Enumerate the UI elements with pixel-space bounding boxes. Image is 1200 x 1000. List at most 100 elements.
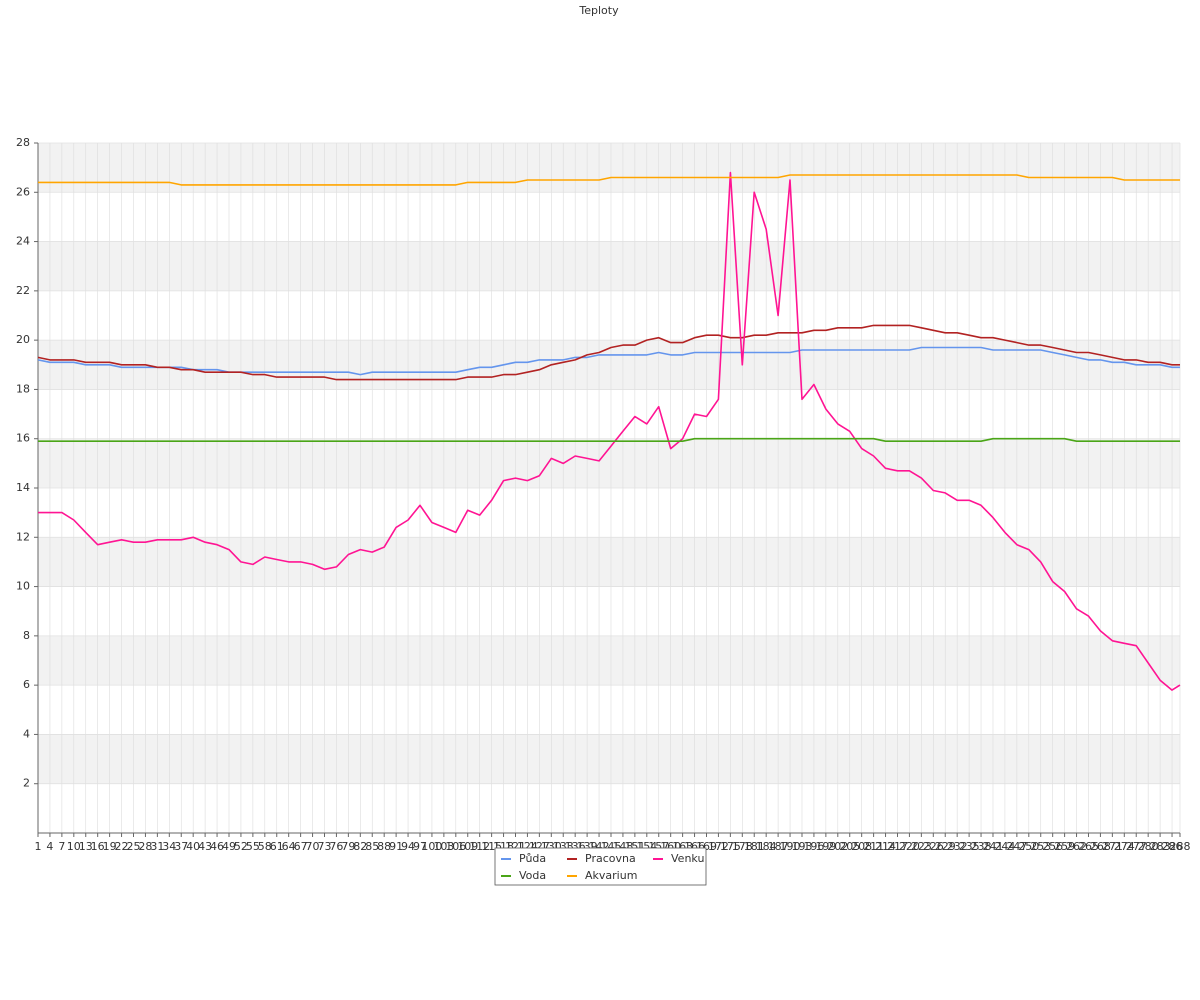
x-tick-label: 172 (708, 840, 729, 853)
x-tick-label: 235 (959, 840, 980, 853)
x-tick-label: 19 (103, 840, 117, 853)
y-tick-label: 10 (16, 580, 30, 593)
x-tick-label: 196 (803, 840, 824, 853)
x-tick-label: 220 (899, 840, 920, 853)
x-tick-label: 112 (469, 840, 490, 853)
series-line (38, 437, 1180, 442)
x-tick-label: 283 (1150, 840, 1171, 853)
x-tick-label: 193 (791, 840, 812, 853)
x-tick-label: 61 (270, 840, 284, 853)
x-tick-label: 277 (1126, 840, 1147, 853)
x-tick-label: 238 (971, 840, 992, 853)
y-tick-label: 18 (16, 382, 30, 395)
x-tick-label: 94 (401, 840, 415, 853)
y-tick-label: 26 (16, 185, 30, 198)
series-line (38, 171, 1181, 691)
grid-band (38, 734, 1180, 784)
x-tick-label: 22 (115, 840, 129, 853)
y-tick-label: 8 (23, 629, 30, 642)
x-tick-label: 211 (863, 840, 884, 853)
x-tick-label: 106 (445, 840, 466, 853)
x-tick-label: 250 (1018, 840, 1039, 853)
x-tick-label: 253 (1030, 840, 1051, 853)
x-tick-label: 271 (1102, 840, 1123, 853)
x-tick-label: 199 (815, 840, 836, 853)
x-tick-label: 13 (79, 840, 93, 853)
x-tick-label: 262 (1066, 840, 1087, 853)
x-tick-label: 25 (126, 840, 140, 853)
x-tick-label: 1 (35, 840, 42, 853)
series-line (37, 324, 1180, 381)
x-tick-label: 79 (341, 840, 355, 853)
legend-label: Pracovna (585, 852, 636, 865)
x-tick-label: 97 (413, 840, 427, 853)
y-tick-label: 28 (16, 136, 30, 149)
x-tick-label: 88 (377, 840, 391, 853)
x-tick-label: 37 (174, 840, 188, 853)
legend-label: Půda (519, 852, 546, 865)
x-tick-label: 175 (720, 840, 741, 853)
x-tick-label: 28 (138, 840, 152, 853)
grid-band (38, 143, 1180, 193)
x-tick-label: 232 (947, 840, 968, 853)
chart-title: Teploty (578, 4, 619, 17)
x-tick-label: 184 (756, 840, 777, 853)
x-tick-label: 40 (186, 840, 200, 853)
x-tick-label: 286 (1162, 840, 1183, 853)
x-tick-label: 100 (421, 840, 442, 853)
x-tick-label: 223 (911, 840, 932, 853)
y-tick-label: 22 (16, 284, 30, 297)
x-tick-label: 244 (994, 840, 1015, 853)
x-tick-label: 208 (851, 840, 872, 853)
y-tick-label: 12 (16, 530, 30, 543)
x-tick-label: 181 (744, 840, 765, 853)
x-tick-label: 58 (258, 840, 272, 853)
x-tick-label: 202 (827, 840, 848, 853)
y-tick-label: 14 (16, 481, 30, 494)
x-tick-label: 280 (1138, 840, 1159, 853)
x-tick-label: 31 (150, 840, 164, 853)
x-tick-label: 241 (982, 840, 1003, 853)
legend-label: Akvarium (585, 869, 637, 882)
y-tick-label: 24 (16, 235, 30, 248)
y-tick-label: 4 (23, 727, 30, 740)
x-tick-label: 247 (1006, 840, 1027, 853)
grid-band (38, 241, 1180, 291)
x-tick-label: 34 (162, 840, 176, 853)
x-tick-label: 49 (222, 840, 236, 853)
x-tick-label: 109 (457, 840, 478, 853)
x-tick-label: 55 (246, 840, 260, 853)
x-tick-label: 43 (198, 840, 212, 853)
series-line (38, 174, 1180, 186)
x-tick-label: 178 (732, 840, 753, 853)
grid-band (38, 438, 1180, 488)
y-tick-label: 6 (23, 678, 30, 691)
x-tick-label: 259 (1054, 840, 1075, 853)
x-tick-label: 226 (923, 840, 944, 853)
x-tick-label: 265 (1078, 840, 1099, 853)
x-tick-label: 73 (317, 840, 331, 853)
x-tick-label: 229 (935, 840, 956, 853)
x-tick-label: 288 (1170, 840, 1191, 853)
legend-label: Voda (519, 869, 546, 882)
legend-box (494, 847, 707, 886)
x-tick-label: 16 (91, 840, 105, 853)
x-tick-label: 85 (365, 840, 379, 853)
x-tick-label: 52 (234, 840, 248, 853)
grid-band (38, 635, 1180, 686)
x-tick-label: 91 (389, 840, 403, 853)
x-tick-label: 82 (353, 840, 367, 853)
grid-band (38, 537, 1180, 587)
x-tick-label: 4 (46, 840, 53, 853)
x-tick-label: 268 (1090, 840, 1111, 853)
x-tick-label: 67 (294, 840, 308, 853)
x-tick-label: 10 (67, 840, 81, 853)
x-tick-label: 187 (768, 840, 789, 853)
x-tick-label: 274 (1114, 840, 1135, 853)
y-tick-label: 20 (16, 333, 30, 346)
legend-label: Venku (671, 852, 704, 865)
x-tick-label: 70 (306, 840, 320, 853)
x-tick-label: 46 (210, 840, 224, 853)
